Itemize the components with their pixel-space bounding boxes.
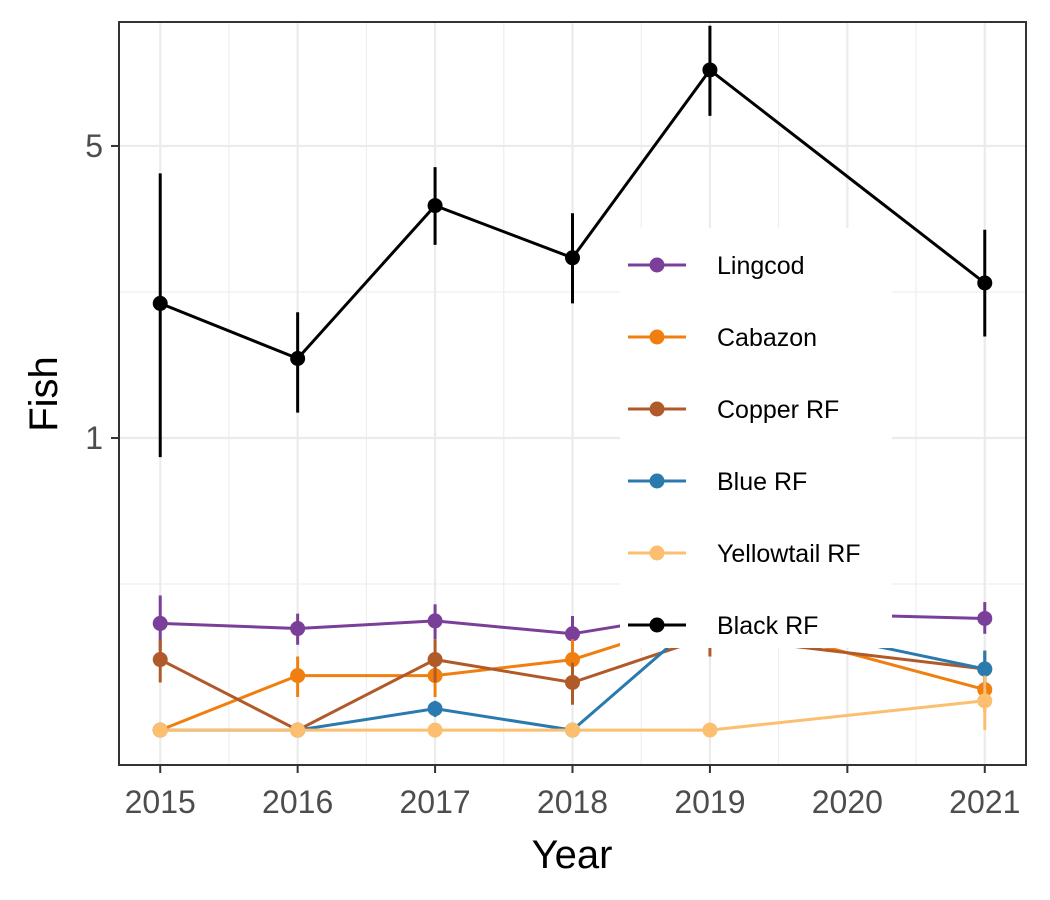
x-tick-label: 2020 — [812, 784, 883, 820]
y-axis-title: Fish — [22, 356, 66, 432]
y-tick-label: 1 — [85, 420, 103, 456]
data-point — [152, 295, 168, 311]
data-point — [977, 275, 993, 291]
data-point — [290, 668, 306, 684]
legend-item: Lingcod — [628, 252, 805, 280]
series-line — [160, 699, 985, 732]
data-point — [152, 652, 168, 668]
legend-item: Cabazon — [628, 324, 817, 352]
data-point — [152, 615, 168, 631]
series-layer — [152, 25, 993, 738]
legend-marker — [649, 617, 665, 633]
data-point — [427, 652, 443, 668]
data-point — [152, 722, 168, 738]
axes: 2015 2016 2017 2018 2019 2020 2021 1 5 — [85, 128, 1020, 820]
series — [152, 675, 993, 738]
data-point — [702, 62, 718, 78]
legend-item: Copper RF — [628, 396, 839, 424]
legend-item: Black RF — [628, 612, 818, 640]
data-point — [290, 621, 306, 637]
data-point — [565, 722, 580, 738]
legend-label: Blue RF — [717, 468, 807, 496]
legend-marker — [649, 545, 665, 561]
legend-background — [620, 228, 892, 648]
y-tick-label: 5 — [85, 128, 103, 164]
legend-marker — [649, 401, 665, 417]
data-point — [977, 610, 993, 626]
data-point — [427, 198, 443, 214]
legend-label: Lingcod — [717, 252, 805, 280]
x-tick-label: 2018 — [537, 784, 608, 820]
data-point — [565, 674, 580, 690]
legend-label: Copper RF — [717, 396, 839, 424]
series-line — [159, 67, 986, 361]
legend: Lingcod Cabazon Copper RF Blue RF Yellowtail… — [620, 228, 892, 648]
x-axis-title: Year — [532, 833, 613, 877]
data-point — [565, 652, 580, 668]
data-point — [290, 722, 306, 738]
data-point — [290, 350, 306, 366]
data-point — [427, 613, 443, 629]
legend-marker — [649, 329, 665, 345]
legend-marker — [649, 473, 665, 489]
legend-marker — [649, 257, 665, 273]
data-point — [427, 701, 443, 717]
x-tick-label: 2015 — [125, 784, 196, 820]
data-point — [702, 722, 718, 738]
x-tick-label: 2019 — [674, 784, 745, 820]
series — [152, 25, 993, 458]
legend-label: Cabazon — [717, 324, 817, 352]
data-point — [427, 722, 443, 738]
x-tick-label: 2021 — [949, 784, 1020, 820]
data-point — [565, 250, 580, 266]
data-point — [977, 661, 993, 677]
legend-label: Black RF — [717, 612, 818, 640]
legend-label: Yellowtail RF — [717, 540, 861, 568]
x-tick-label: 2017 — [399, 784, 470, 820]
legend-item: Blue RF — [628, 468, 807, 496]
data-point — [565, 626, 580, 642]
data-point — [977, 693, 993, 709]
x-tick-label: 2016 — [262, 784, 333, 820]
legend-item: Yellowtail RF — [628, 540, 861, 568]
